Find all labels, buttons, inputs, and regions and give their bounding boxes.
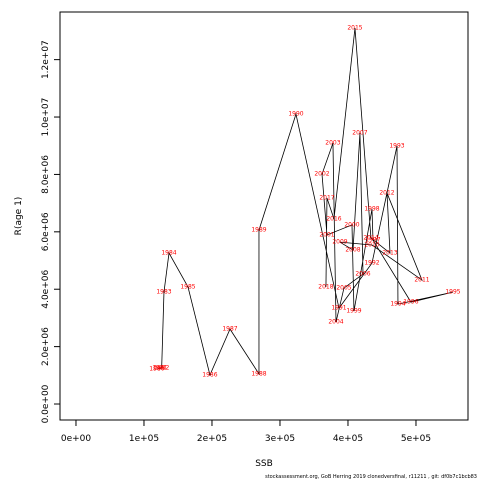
point-label: 1999 [346,308,361,315]
point-label: 1981 [152,365,167,372]
point-label: 1982 [154,365,169,372]
point-label: 2003 [325,140,340,147]
point-label: 2011 [414,277,429,284]
point-label: 2008 [345,246,360,253]
point-label: 1991 [331,305,346,312]
x-tick-label: 4e+05 [333,434,363,444]
y-tick-label: 1.0e+07 [41,98,51,137]
y-tick-label: 1.2e+07 [41,40,51,79]
point-label: 1983 [156,289,171,296]
point-label: 1985 [180,283,195,290]
point-label: 1997 [365,237,380,244]
point-label: 1989 [251,227,266,234]
point-label: 1996 [403,299,418,306]
point-label: 1994 [390,301,405,308]
point-label: 2013 [382,250,397,257]
x-tick-label: 0e+00 [61,434,92,444]
point-label: 2007 [352,130,367,137]
y-tick-label: 6.0e+06 [41,212,51,251]
x-tick-label: 3e+05 [265,434,295,444]
y-tick-label: 0.0e+00 [41,384,51,423]
point-label: 1990 [288,111,303,118]
series-line [156,28,454,377]
point-label: 2000 [344,221,359,228]
point-label: 1993 [389,143,404,150]
y-tick-label: 2.0e+06 [41,327,51,366]
point-label: 2005 [336,285,351,292]
point-label: 2016 [326,215,341,222]
point-label: 2010 [364,242,379,249]
point-label: 1980 [149,366,164,373]
point-label: 2015 [347,25,362,32]
y-tick-label: 4.0e+06 [41,270,51,309]
point-label: 2018 [318,283,333,290]
x-tick-label: 5e+05 [401,434,431,444]
point-label: 2006 [355,271,370,278]
y-axis-title: R(age 1) [14,197,24,236]
point-label: 2002 [314,171,329,178]
point-label: 1995 [445,289,460,296]
point-label: 1992 [364,260,379,267]
point-label: 2009 [332,239,347,246]
point-label: 2017 [319,194,334,201]
point-label: 2001 [319,231,334,238]
plot-box [59,11,469,421]
footer: stockassessment.org, GoB Herring 2019 cl… [265,474,477,480]
point-label: 2004 [328,318,343,325]
point-label: 1988 [251,370,266,377]
y-tick-label: 8.0e+06 [41,155,51,194]
point-label: 1987 [222,326,237,333]
x-tick-label: 2e+05 [197,434,227,444]
point-label: 1986 [202,372,217,379]
point-label: 2012 [379,190,394,197]
point-label: 1984 [161,250,176,257]
x-axis-title: SSB [255,459,273,469]
x-tick-label: 1e+05 [129,434,159,444]
point-label: 1998 [364,206,379,213]
point-label: 2014 [363,235,378,242]
